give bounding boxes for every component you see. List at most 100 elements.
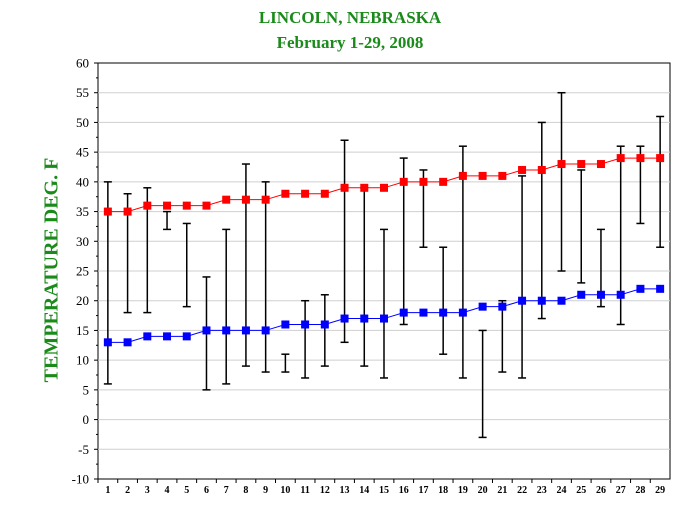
y-tick-label: 0 <box>83 412 90 427</box>
x-tick-label: 14 <box>359 485 369 496</box>
x-tick-label: 9 <box>263 485 268 496</box>
y-tick-label: -5 <box>78 442 89 457</box>
normal-high-point <box>320 189 329 198</box>
normal-low-point <box>518 296 527 305</box>
y-tick-label: 20 <box>76 293 89 308</box>
normal-low-point <box>439 308 448 317</box>
x-tick-label: 15 <box>379 485 389 496</box>
x-tick-label: 22 <box>517 485 527 496</box>
x-tick-label: 5 <box>184 485 189 496</box>
normal-low-point <box>123 338 132 347</box>
y-tick-label: 40 <box>76 174 89 189</box>
x-tick-label: 27 <box>616 485 626 496</box>
normal-low-point <box>616 290 625 299</box>
x-tick-label: 11 <box>300 485 309 496</box>
normal-high-point <box>439 177 448 186</box>
normal-high-point <box>261 195 270 204</box>
normal-high-point <box>537 165 546 174</box>
x-tick-label: 21 <box>497 485 507 496</box>
normal-high-point <box>518 165 527 174</box>
normal-high-point <box>340 183 349 192</box>
normal-low-point <box>656 284 665 293</box>
normal-high-point <box>103 207 112 216</box>
normal-high-point <box>301 189 310 198</box>
normal-low-point <box>340 314 349 323</box>
normal-low-point <box>261 326 270 335</box>
y-tick-label: 35 <box>76 204 89 219</box>
x-tick-label: 17 <box>418 485 428 496</box>
y-tick-label: 15 <box>76 323 89 338</box>
normal-low-point <box>163 332 172 341</box>
normal-high-point <box>360 183 369 192</box>
normal-low-point <box>222 326 231 335</box>
x-tick-label: 24 <box>557 485 567 496</box>
normal-low-point <box>577 290 586 299</box>
chart-subtitle: February 1-29, 2008 <box>276 33 424 52</box>
x-tick-label: 4 <box>165 485 170 496</box>
normal-low-point <box>557 296 566 305</box>
y-tick-label: 50 <box>76 115 89 130</box>
x-tick-label: 6 <box>204 485 209 496</box>
normal-high-point <box>241 195 250 204</box>
normal-low-point <box>320 320 329 329</box>
normal-high-point <box>596 160 605 169</box>
x-tick-label: 23 <box>537 485 547 496</box>
y-tick-label: 5 <box>83 382 90 397</box>
normal-low-point <box>399 308 408 317</box>
normal-low-point <box>419 308 428 317</box>
normal-high-point <box>557 160 566 169</box>
normal-high-point <box>222 195 231 204</box>
normal-high-point <box>419 177 428 186</box>
y-tick-label: 55 <box>76 85 89 100</box>
x-tick-label: 26 <box>596 485 606 496</box>
normal-high-point <box>616 154 625 163</box>
normal-low-point <box>458 308 467 317</box>
normal-low-point <box>143 332 152 341</box>
y-tick-label: 25 <box>76 264 89 279</box>
x-tick-label: 18 <box>438 485 448 496</box>
normal-low-point <box>596 290 605 299</box>
normal-high-point <box>380 183 388 192</box>
x-tick-label: 3 <box>145 485 150 496</box>
normal-high-point <box>123 207 132 216</box>
x-tick-label: 2 <box>125 485 130 496</box>
normal-high-point <box>281 189 290 198</box>
normal-high-point <box>458 171 467 180</box>
normal-low-point <box>498 302 507 311</box>
normal-high-point <box>656 154 665 163</box>
normal-high-point <box>636 154 645 163</box>
normal-low-point <box>281 320 290 329</box>
normal-high-point <box>399 177 408 186</box>
y-tick-label: -10 <box>72 472 89 487</box>
normal-high-point <box>182 201 191 210</box>
x-tick-label: 7 <box>224 485 229 496</box>
x-tick-label: 19 <box>458 485 468 496</box>
normal-low-point <box>182 332 191 341</box>
normal-low-point <box>360 314 369 323</box>
normal-low-point <box>636 284 645 293</box>
x-tick-label: 29 <box>655 485 665 496</box>
x-tick-label: 1 <box>105 485 110 496</box>
normal-low-point <box>202 326 211 335</box>
normal-low-point <box>380 314 388 323</box>
normal-low-point <box>301 320 310 329</box>
normal-low-point <box>241 326 250 335</box>
normal-high-point <box>478 171 487 180</box>
normal-high-point <box>498 171 507 180</box>
x-tick-label: 20 <box>478 485 488 496</box>
x-tick-label: 25 <box>576 485 586 496</box>
normal-low-point <box>103 338 112 347</box>
normal-low-point <box>537 296 546 305</box>
x-tick-label: 13 <box>340 485 350 496</box>
x-tick-label: 28 <box>635 485 645 496</box>
x-tick-label: 10 <box>280 485 290 496</box>
y-tick-label: 60 <box>76 56 89 71</box>
normal-high-point <box>202 201 211 210</box>
chart-title: LINCOLN, NEBRASKA <box>258 8 442 27</box>
normal-high-point <box>577 160 586 169</box>
x-tick-label: 8 <box>243 485 248 496</box>
y-tick-label: 45 <box>76 145 89 160</box>
normal-high-point <box>143 201 152 210</box>
y-tick-label: 30 <box>76 234 89 249</box>
